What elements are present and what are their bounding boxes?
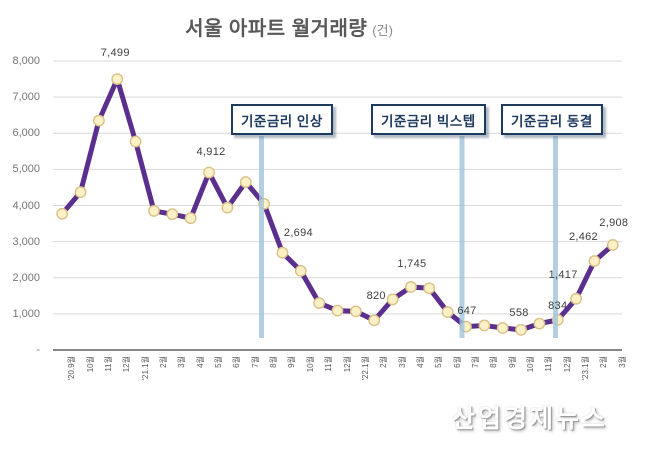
x-axis-tick: 2월 [379, 356, 389, 368]
data-point-marker [184, 212, 197, 225]
y-axis-tick: 5,000 [12, 163, 40, 176]
data-point-marker [606, 239, 619, 251]
y-axis-tick: 3,000 [12, 235, 40, 248]
annotation-box: 기준금리 동결 [501, 104, 603, 135]
data-label: 2,908 [599, 216, 629, 229]
data-label: 4,912 [196, 145, 226, 158]
annotation-box: 기준금리 인상 [231, 104, 333, 135]
x-axis-tick: 3월 [617, 356, 627, 368]
x-axis-tick: 11월 [103, 356, 113, 372]
data-point-marker [423, 282, 436, 295]
data-point-marker [496, 322, 509, 334]
x-axis-tick: '21.1월 [140, 356, 150, 381]
x-axis-tick: 10월 [526, 356, 536, 373]
x-axis-tick: 12월 [562, 356, 572, 373]
data-label: 647 [457, 304, 477, 317]
y-axis-tick: - [36, 344, 40, 356]
data-label: 820 [366, 290, 386, 303]
y-axis-tick: 4,000 [12, 199, 40, 212]
x-axis-tick: '22.1월 [360, 356, 370, 381]
chart-title-text: 서울 아파트 월거래량 [185, 18, 368, 40]
data-point-marker [74, 186, 87, 199]
x-axis-tick: 12월 [342, 356, 352, 373]
x-axis-tick: 8월 [489, 356, 499, 368]
data-point-marker [276, 246, 289, 259]
x-axis-tick: 2월 [158, 356, 168, 368]
data-point-marker [478, 319, 491, 332]
x-axis-tick: 2월 [599, 356, 609, 368]
x-axis-tick: '23.1월 [581, 356, 591, 381]
chart-title-unit: (건) [372, 23, 393, 38]
x-axis-tick: 4월 [195, 356, 205, 368]
y-axis-tick: 7,000 [12, 91, 40, 104]
x-axis-tick: 5월 [434, 356, 444, 368]
data-point-marker [111, 73, 124, 85]
y-axis-tick: 2,000 [12, 271, 40, 284]
y-axis-tick: 1,000 [12, 307, 40, 320]
x-axis-tick: 3월 [397, 356, 407, 368]
data-label: 558 [509, 306, 529, 319]
x-axis-tick: '20.9월 [67, 356, 77, 381]
data-point-marker [405, 281, 417, 293]
x-axis-tick: 11월 [324, 356, 334, 372]
data-label: 1,417 [548, 268, 578, 281]
data-point-marker [148, 205, 160, 217]
x-axis-tick: 7월 [470, 356, 480, 368]
x-axis-tick: 3월 [177, 356, 187, 368]
data-point-marker [331, 304, 344, 317]
data-label: 2,694 [283, 226, 313, 239]
data-label: 1,745 [397, 257, 427, 270]
x-axis-tick: 4월 [415, 356, 425, 368]
data-point-marker [221, 201, 234, 214]
x-axis-tick: 5월 [214, 356, 224, 368]
data-point-marker [441, 306, 454, 318]
x-axis-tick: 9월 [507, 356, 517, 368]
x-axis-tick: 7월 [250, 356, 260, 368]
x-axis-tick: 10월 [305, 356, 315, 373]
x-axis-tick: 12월 [122, 356, 132, 373]
x-axis-tick: 9월 [287, 356, 297, 368]
data-point-marker [129, 135, 142, 148]
data-point-marker [56, 207, 69, 220]
data-point-marker [386, 293, 399, 306]
data-label: 2,462 [568, 231, 598, 244]
data-point-marker [92, 114, 105, 127]
data-point-marker [570, 292, 583, 305]
data-label: 7,499 [100, 47, 130, 60]
y-axis-tick: 8,000 [12, 55, 40, 67]
chart-title: 서울 아파트 월거래량 (건) [0, 12, 578, 41]
data-point-marker [313, 297, 326, 309]
data-point-marker [588, 255, 601, 267]
x-axis-tick: 10월 [85, 356, 95, 373]
data-point-marker [203, 166, 215, 179]
data-point-marker [294, 264, 307, 277]
data-point-marker [239, 176, 252, 188]
data-point-marker [368, 314, 381, 327]
annotation-box: 기준금리 빅스텝 [371, 104, 486, 135]
x-axis-tick: 8월 [269, 356, 279, 368]
data-label: 834 [548, 299, 568, 312]
watermark: 산업경제뉴스 [452, 405, 609, 433]
x-axis-tick: 11월 [544, 356, 554, 372]
x-axis-tick: 6월 [232, 356, 242, 368]
x-axis-tick: 6월 [452, 356, 462, 368]
data-point-marker [533, 317, 546, 330]
y-axis-tick: 6,000 [12, 127, 40, 140]
data-point-marker [515, 323, 527, 336]
data-point-marker [349, 305, 362, 318]
data-point-marker [166, 208, 179, 221]
